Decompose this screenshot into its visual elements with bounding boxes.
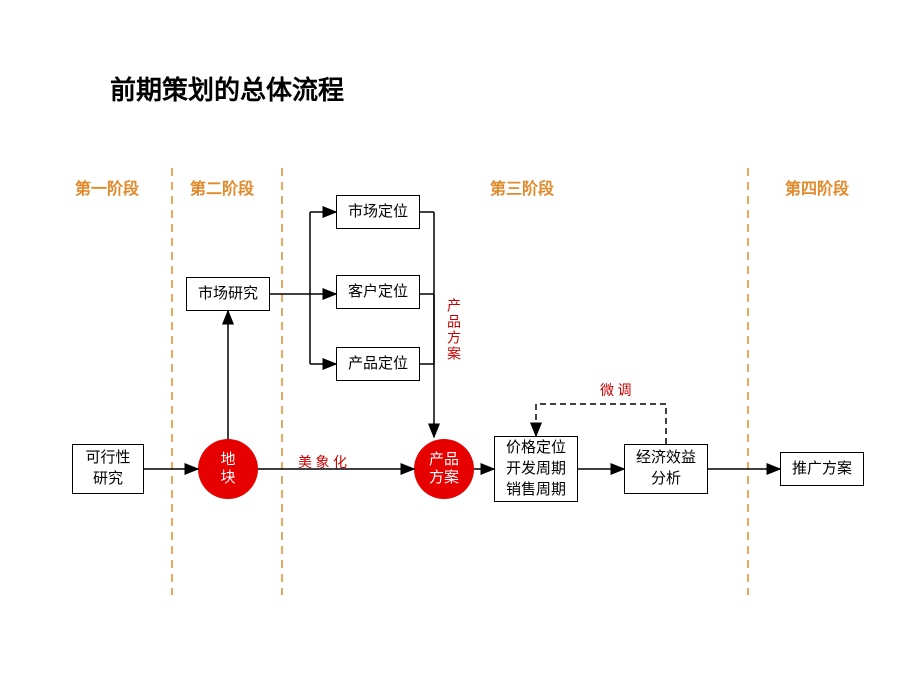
box-customer-pos: 客户定位 (336, 275, 420, 309)
annotation-beautify: 美 象 化 (298, 452, 347, 472)
box-promo: 推广方案 (780, 452, 864, 486)
box-pricing: 价格定位开发周期销售周期 (494, 436, 578, 502)
box-market-research: 市场研究 (186, 277, 270, 311)
box-pricing-label: 价格定位开发周期销售周期 (506, 438, 566, 501)
box-promo-label: 推广方案 (792, 459, 852, 480)
page-title: 前期策划的总体流程 (110, 70, 344, 107)
box-feasibility: 可行性研究 (72, 444, 144, 494)
circle-product: 产品方案 (414, 439, 474, 499)
box-econ-label: 经济效益分析 (636, 448, 696, 490)
stage-1-label: 第一阶段 (75, 175, 139, 199)
box-product-pos-label: 产品定位 (348, 354, 408, 375)
annotation-finetune: 微 调 (600, 380, 632, 400)
circle-product-label: 产品方案 (429, 451, 459, 487)
stage-4-label: 第四阶段 (785, 175, 849, 199)
stage-2-label: 第二阶段 (190, 175, 254, 199)
box-feasibility-label: 可行性研究 (85, 448, 130, 490)
annotation-product-plan: 产品方案 (442, 298, 462, 362)
circle-land-label: 地块 (220, 451, 235, 487)
box-market-research-label: 市场研究 (198, 284, 258, 305)
box-econ: 经济效益分析 (624, 444, 708, 494)
box-product-pos: 产品定位 (336, 347, 420, 381)
box-customer-pos-label: 客户定位 (348, 282, 408, 303)
circle-land: 地块 (198, 439, 258, 499)
box-market-pos: 市场定位 (336, 195, 420, 229)
stage-3-label: 第三阶段 (490, 175, 554, 199)
box-market-pos-label: 市场定位 (348, 202, 408, 223)
